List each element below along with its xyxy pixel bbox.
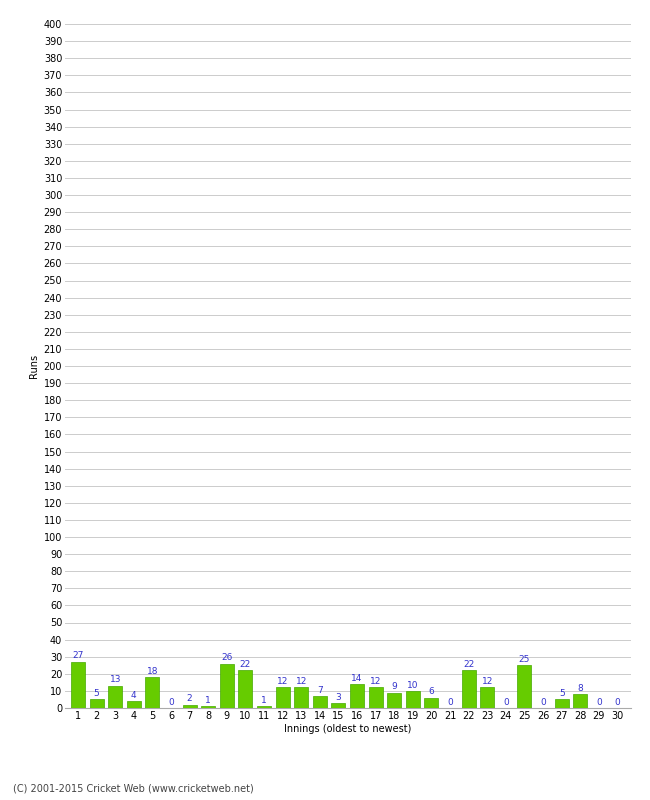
Bar <box>220 663 234 708</box>
Text: 10: 10 <box>407 681 419 690</box>
Bar <box>424 698 439 708</box>
Text: 26: 26 <box>221 653 233 662</box>
X-axis label: Innings (oldest to newest): Innings (oldest to newest) <box>284 723 411 734</box>
Text: 13: 13 <box>109 675 121 685</box>
Text: 0: 0 <box>596 698 602 706</box>
Bar <box>462 670 476 708</box>
Bar <box>146 678 159 708</box>
Bar <box>332 703 345 708</box>
Text: 12: 12 <box>296 677 307 686</box>
Text: 1: 1 <box>205 696 211 705</box>
Text: (C) 2001-2015 Cricket Web (www.cricketweb.net): (C) 2001-2015 Cricket Web (www.cricketwe… <box>13 784 254 794</box>
Bar <box>369 687 383 708</box>
Text: 0: 0 <box>540 698 546 706</box>
Text: 2: 2 <box>187 694 192 703</box>
Bar <box>71 662 85 708</box>
Text: 0: 0 <box>168 698 174 706</box>
Text: 5: 5 <box>94 689 99 698</box>
Text: 27: 27 <box>72 651 84 661</box>
Text: 4: 4 <box>131 690 136 700</box>
Bar <box>90 699 103 708</box>
Bar <box>109 686 122 708</box>
Text: 0: 0 <box>503 698 509 706</box>
Text: 5: 5 <box>559 689 565 698</box>
Bar <box>554 699 569 708</box>
Bar <box>480 687 494 708</box>
Bar <box>257 706 271 708</box>
Bar <box>573 694 587 708</box>
Text: 25: 25 <box>519 655 530 664</box>
Bar <box>294 687 308 708</box>
Text: 0: 0 <box>447 698 453 706</box>
Text: 14: 14 <box>352 674 363 682</box>
Text: 7: 7 <box>317 686 322 694</box>
Bar <box>276 687 290 708</box>
Text: 22: 22 <box>463 660 474 669</box>
Bar <box>202 706 215 708</box>
Bar <box>127 701 141 708</box>
Bar <box>350 684 364 708</box>
Text: 9: 9 <box>391 682 397 691</box>
Bar <box>239 670 252 708</box>
Text: 3: 3 <box>335 693 341 702</box>
Text: 1: 1 <box>261 696 267 705</box>
Bar <box>406 691 420 708</box>
Text: 0: 0 <box>615 698 620 706</box>
Text: 12: 12 <box>370 677 382 686</box>
Text: 18: 18 <box>147 667 158 676</box>
Text: 6: 6 <box>428 687 434 696</box>
Y-axis label: Runs: Runs <box>29 354 40 378</box>
Bar <box>313 696 327 708</box>
Bar <box>517 666 532 708</box>
Text: 12: 12 <box>482 677 493 686</box>
Text: 22: 22 <box>240 660 251 669</box>
Bar <box>183 705 196 708</box>
Text: 12: 12 <box>277 677 289 686</box>
Text: 8: 8 <box>577 684 583 693</box>
Bar <box>387 693 401 708</box>
